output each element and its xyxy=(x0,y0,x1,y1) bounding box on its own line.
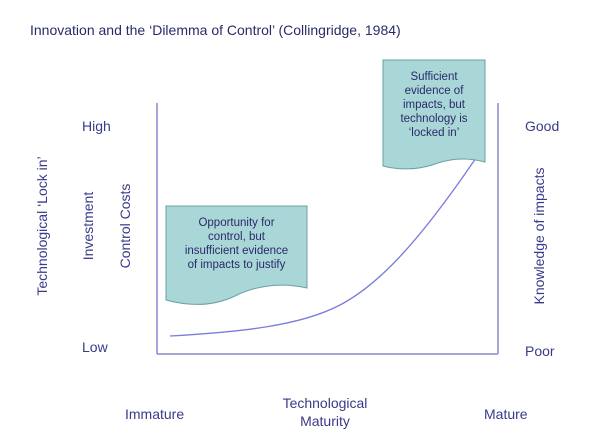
early-callout-line: insufficient evidence xyxy=(184,245,289,257)
right-axis-low-label: Poor xyxy=(525,343,555,359)
early-callout-line: control, but xyxy=(208,231,265,243)
left-axis-high-label: High xyxy=(82,118,111,134)
late-callout-shape xyxy=(382,59,486,170)
left-axis-inner-label: Control Costs xyxy=(117,183,133,269)
early-callout-line: of impacts to justify xyxy=(187,259,286,271)
early-callout-shape xyxy=(165,205,308,305)
early-callout-text: Opportunity for control, but insufficien… xyxy=(166,216,307,272)
left-axis-low-label: Low xyxy=(82,339,108,355)
early-callout-line: Opportunity for xyxy=(198,217,275,229)
diagram-title: Innovation and the ‘Dilemma of Control’ … xyxy=(30,22,401,38)
x-axis-right-label: Mature xyxy=(484,406,528,422)
late-callout-line: evidence of xyxy=(404,85,464,97)
x-axis-label-line: Technological xyxy=(282,395,368,411)
x-axis-left-label: Immature xyxy=(125,406,185,422)
right-axis-high-label: Good xyxy=(525,118,560,134)
late-callout-line: ‘locked in’ xyxy=(408,127,460,139)
late-callout-text: Sufficient evidence of impacts, but tech… xyxy=(383,70,485,140)
left-axis-outer-label: Technological ‘Lock in’ xyxy=(34,156,50,296)
right-axis-label: Knowledge of impacts xyxy=(531,167,547,305)
left-axis-middle-label: Investment xyxy=(80,191,96,261)
late-callout-line: Sufficient xyxy=(410,71,458,83)
x-axis-label-line: Maturity xyxy=(300,413,350,429)
late-callout-line: technology is xyxy=(400,113,468,125)
control-knowledge-curve xyxy=(169,157,477,337)
x-axis-label: Technological Maturity xyxy=(270,394,380,430)
late-callout-line: impacts, but xyxy=(403,99,465,111)
